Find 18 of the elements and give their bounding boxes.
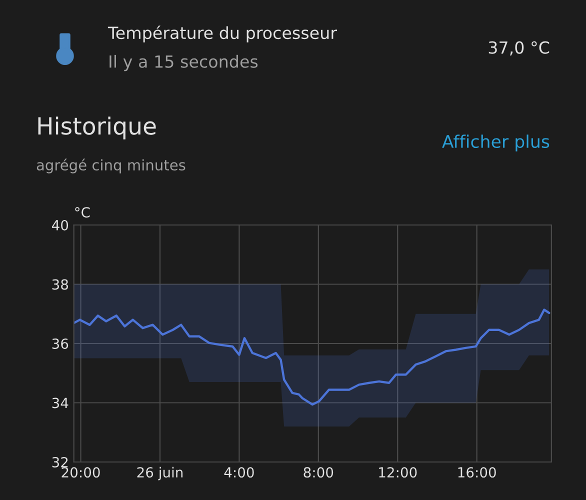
y-tick-label: 40 [52,220,68,230]
y-axis-title: °C [75,207,90,218]
text: 37,0 °C [488,41,550,56]
x-tick-label: 20:00 [62,467,100,478]
y-tick-label: 38 [52,279,68,290]
chart-title: Historique [38,116,156,140]
y-tick-label: 36 [52,338,68,349]
text: Température du processeur [108,26,338,42]
text: Il y a 15 secondes [110,54,258,72]
x-tick-label: 4:00 [224,467,254,478]
y-tick-label: 32 [52,456,68,468]
chart-subtitle: agrégé cinq minutes [36,158,186,174]
x-tick-label: 16:00 [458,467,496,478]
text: Afficher plus [442,134,550,152]
x-tick-label: 8:00 [304,467,334,478]
x-tick-label: 26 juin [137,466,183,480]
y-tick-label: 34 [52,398,68,408]
x-tick-label: 12:00 [379,467,417,478]
